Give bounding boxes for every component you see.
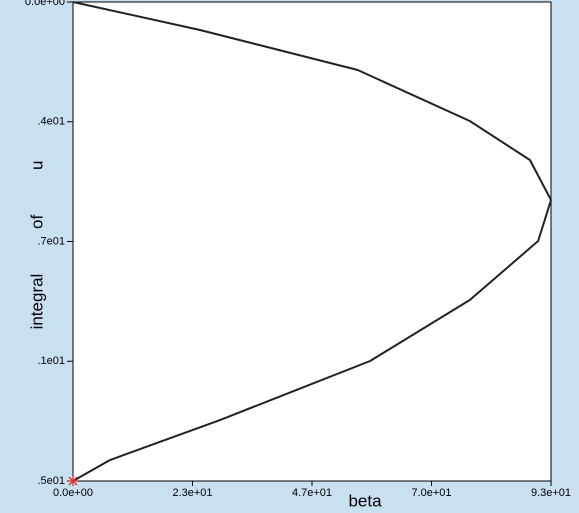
y-tick-label: .4e01 bbox=[37, 116, 65, 128]
x-tick-label: 9.3e+01 bbox=[531, 487, 571, 499]
plot-area bbox=[72, 1, 552, 482]
y-tick-label: .5e01 bbox=[37, 475, 65, 487]
curve bbox=[72, 1, 552, 482]
x-tick-label: 7.0e+01 bbox=[411, 487, 451, 499]
x-tick-label: 2.3e+01 bbox=[172, 487, 212, 499]
x-tick-label: 0.0e+00 bbox=[53, 487, 93, 499]
x-tick-label: 4.7e+01 bbox=[292, 487, 332, 499]
x-axis-label: beta bbox=[348, 491, 382, 510]
y-axis-label: integral of u bbox=[27, 161, 46, 330]
y-tick-label: .7e01 bbox=[37, 235, 65, 247]
y-tick-label: 0.0e+00 bbox=[25, 0, 65, 8]
start-marker bbox=[68, 476, 78, 486]
y-tick-label: .1e01 bbox=[37, 355, 65, 367]
